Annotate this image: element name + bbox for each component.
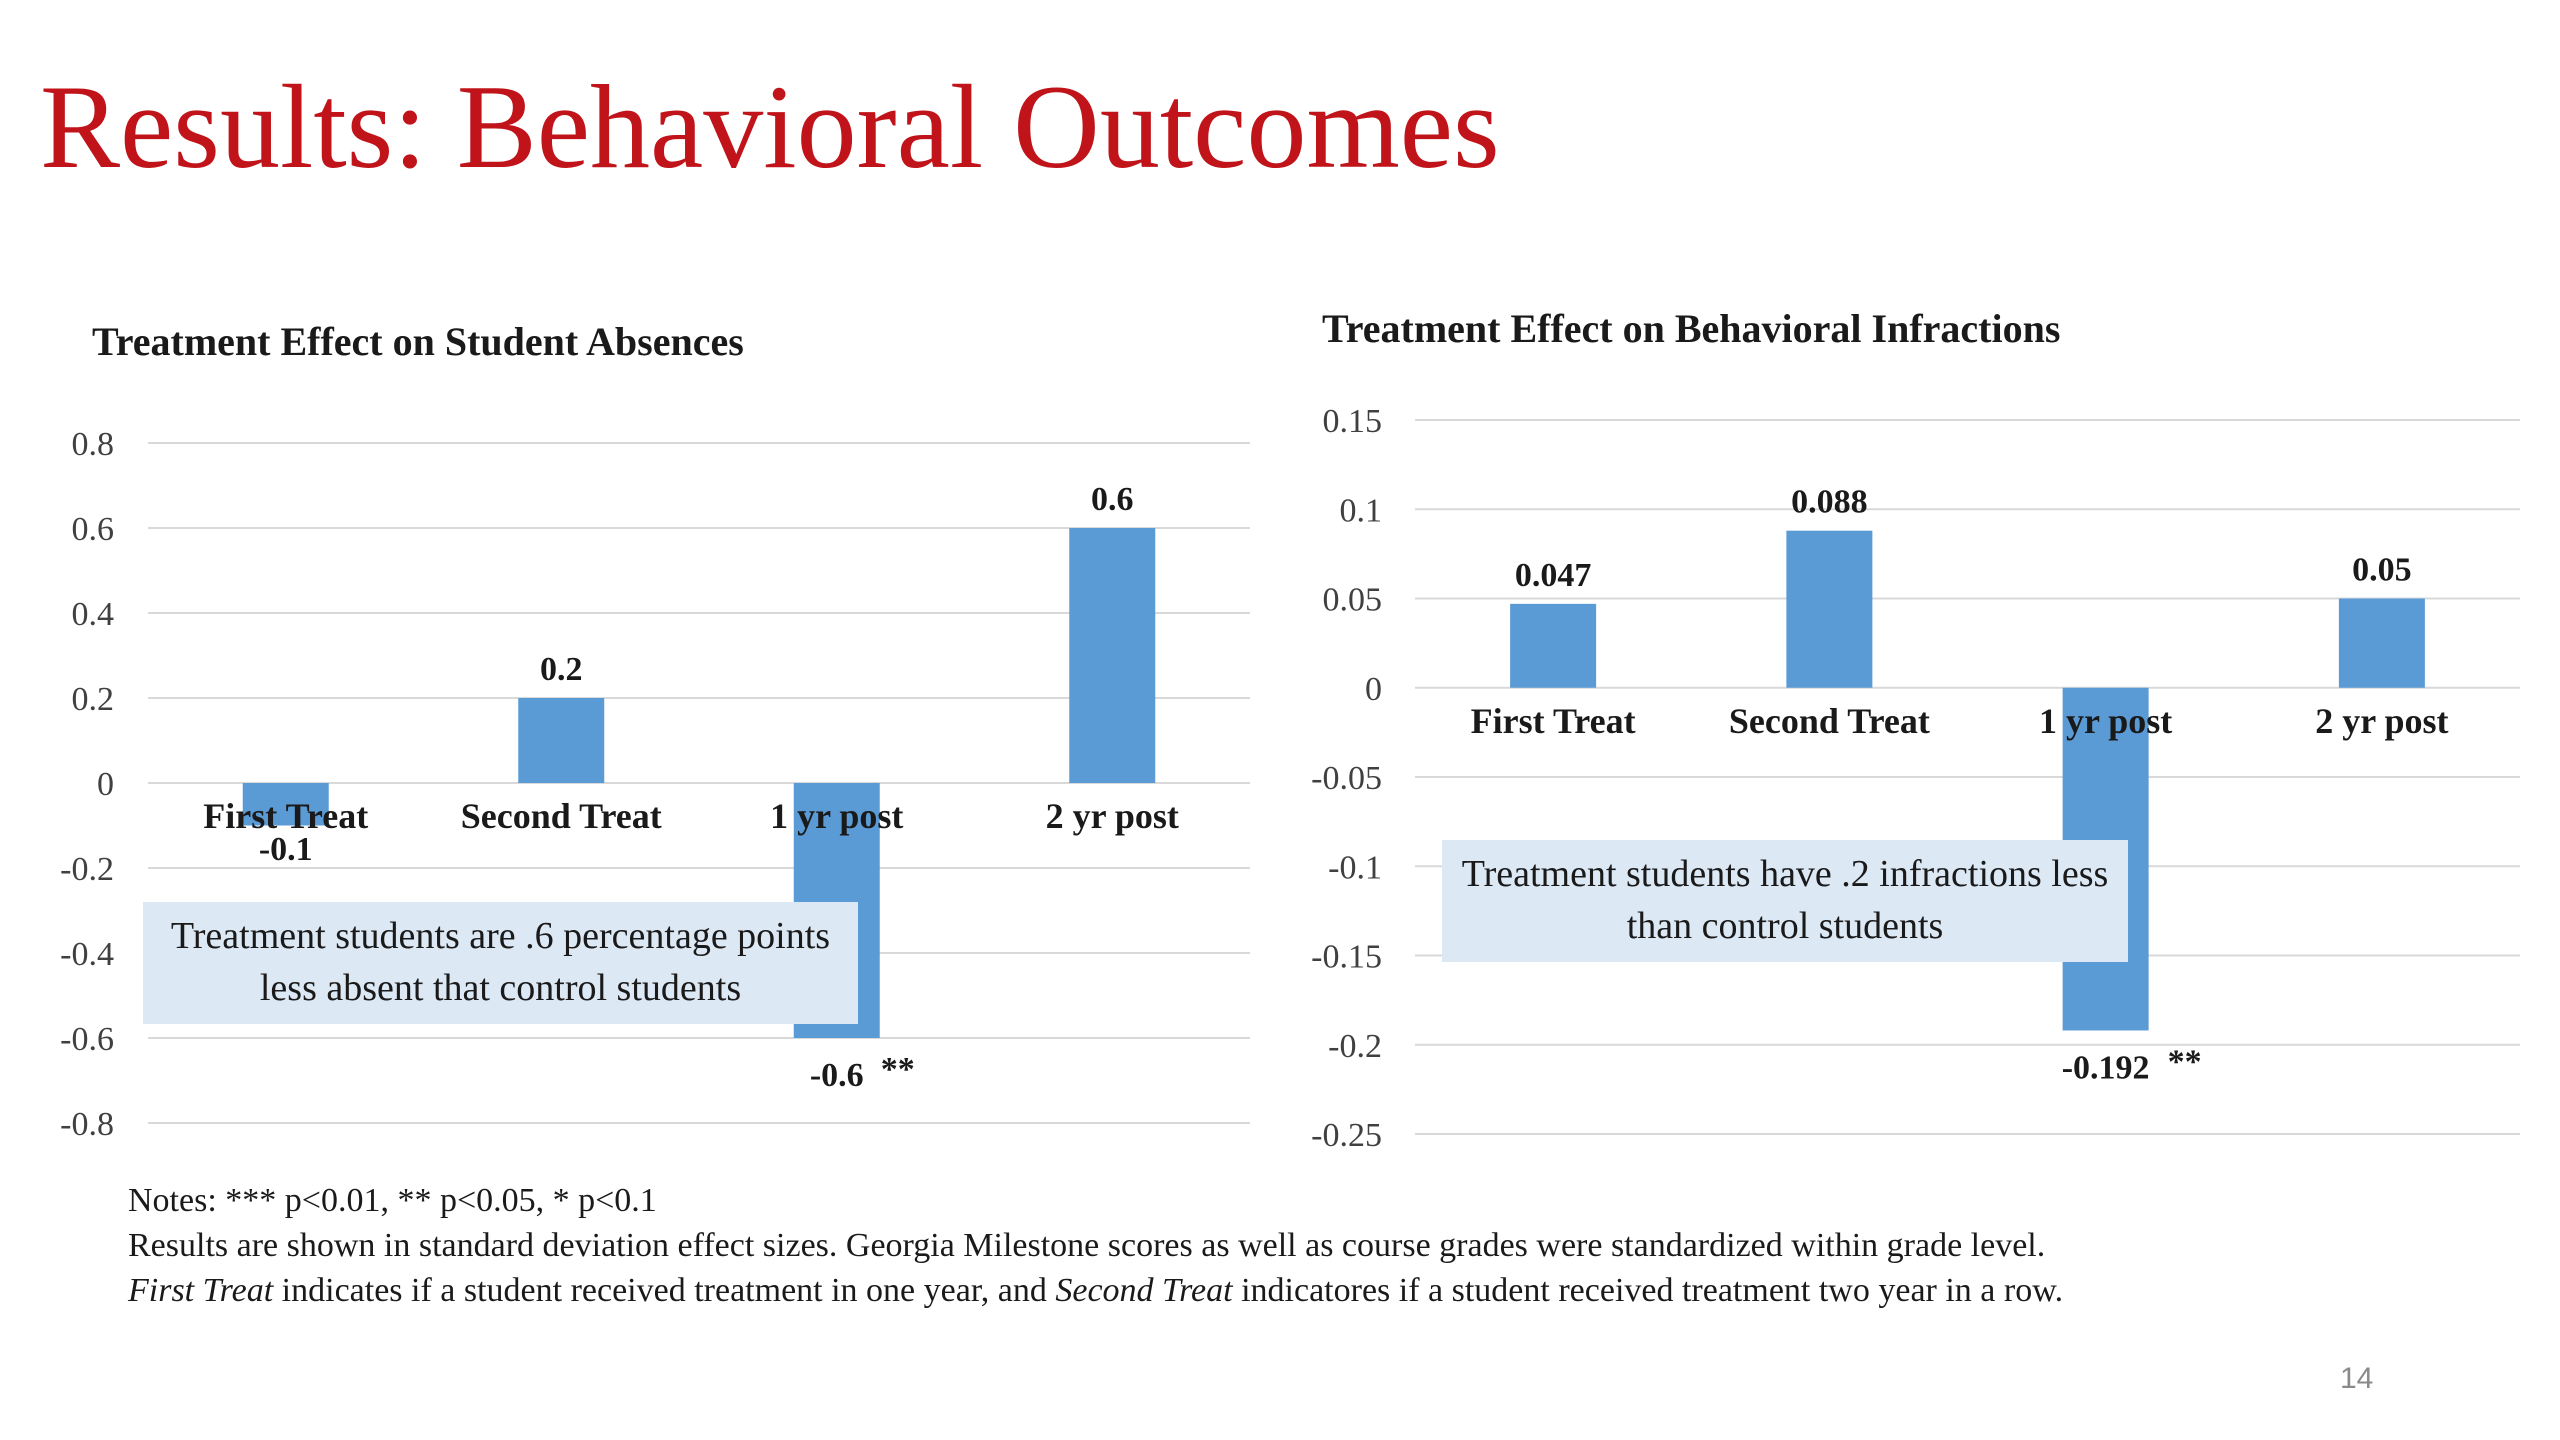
- absences-category-label: 2 yr post: [1046, 796, 1179, 836]
- infractions-y-tick-label: 0.05: [1323, 582, 1383, 619]
- infractions-data-label: 0.05: [2352, 552, 2412, 589]
- notes-first-treat-term: First Treat: [128, 1272, 274, 1309]
- infractions-chart-title: Treatment Effect on Behavioral Infractio…: [1322, 306, 2061, 351]
- absences-significance-marker: **: [881, 1051, 915, 1088]
- infractions-data-label: 0.047: [1515, 557, 1592, 594]
- infractions-y-tick-label: -0.15: [1311, 939, 1382, 976]
- absences-bar: [242, 783, 329, 826]
- absences-data-label: 0.2: [540, 651, 583, 688]
- infractions-y-tick-label: 0.15: [1323, 403, 1383, 440]
- infractions-bar: [1786, 530, 1873, 688]
- infractions-category-label: Second Treat: [1729, 701, 1930, 741]
- notes-first-treat-desc: indicates if a student received treatmen…: [273, 1272, 1056, 1309]
- absences-category-label: First Treat: [203, 796, 368, 836]
- infractions-category-label: 1 yr post: [2039, 701, 2172, 741]
- slide-title: Results: Behavioral Outcomes: [40, 60, 1500, 193]
- notes-block: Notes: *** p<0.01, ** p<0.05, * p<0.1 Re…: [128, 1178, 2063, 1313]
- infractions-y-tick-label: -0.25: [1311, 1117, 1382, 1154]
- infractions-category-label: 2 yr post: [2315, 701, 2448, 741]
- infractions-significance-marker: **: [2168, 1043, 2202, 1080]
- absences-y-tick-label: 0.4: [72, 596, 115, 633]
- absences-y-tick-label: 0.8: [72, 426, 115, 463]
- absences-data-label: -0.6: [810, 1057, 864, 1094]
- absences-y-tick-label: 0.6: [72, 511, 115, 548]
- notes-effect-size-line: Results are shown in standard deviation …: [128, 1227, 2046, 1264]
- absences-y-tick-label: 0: [97, 766, 114, 803]
- absences-bar: [1069, 528, 1156, 783]
- infractions-bar: [2338, 598, 2425, 688]
- infractions-category-label: First Treat: [1471, 701, 1636, 741]
- absences-chart-title: Treatment Effect on Student Absences: [92, 319, 744, 364]
- absences-y-tick-label: -0.4: [60, 936, 114, 973]
- infractions-data-label: -0.192: [2062, 1049, 2150, 1086]
- absences-y-tick-label: -0.8: [60, 1106, 114, 1143]
- infractions-y-tick-label: -0.2: [1328, 1028, 1382, 1065]
- absences-y-tick-label: 0.2: [72, 681, 115, 718]
- absences-category-label: Second Treat: [461, 796, 662, 836]
- slide-number: 14: [2340, 1362, 2374, 1395]
- notes-second-treat-term: Second Treat: [1055, 1272, 1233, 1309]
- notes-treatment-definition-line: First Treat indicates if a student recei…: [128, 1268, 2063, 1313]
- infractions-bar: [1510, 603, 1597, 688]
- notes-significance-line: Notes: *** p<0.01, ** p<0.05, * p<0.1: [128, 1182, 657, 1219]
- absences-y-tick-label: -0.6: [60, 1021, 114, 1058]
- infractions-y-tick-label: 0.1: [1340, 492, 1383, 529]
- absences-y-tick-label: -0.2: [60, 851, 114, 888]
- infractions-y-tick-label: -0.1: [1328, 849, 1382, 886]
- infractions-y-tick-label: 0: [1365, 671, 1382, 708]
- absences-callout: Treatment students are .6 percentage poi…: [143, 902, 858, 1024]
- infractions-y-tick-label: -0.05: [1311, 760, 1382, 797]
- infractions-callout: Treatment students have .2 infractions l…: [1442, 840, 2128, 962]
- absences-category-label: 1 yr post: [770, 796, 903, 836]
- infractions-data-label: 0.088: [1791, 484, 1868, 521]
- absences-bar: [518, 698, 605, 783]
- absences-data-label: -0.1: [259, 831, 313, 868]
- notes-second-treat-desc: indicatores if a student received treatm…: [1232, 1272, 2064, 1309]
- absences-data-label: 0.6: [1091, 481, 1134, 518]
